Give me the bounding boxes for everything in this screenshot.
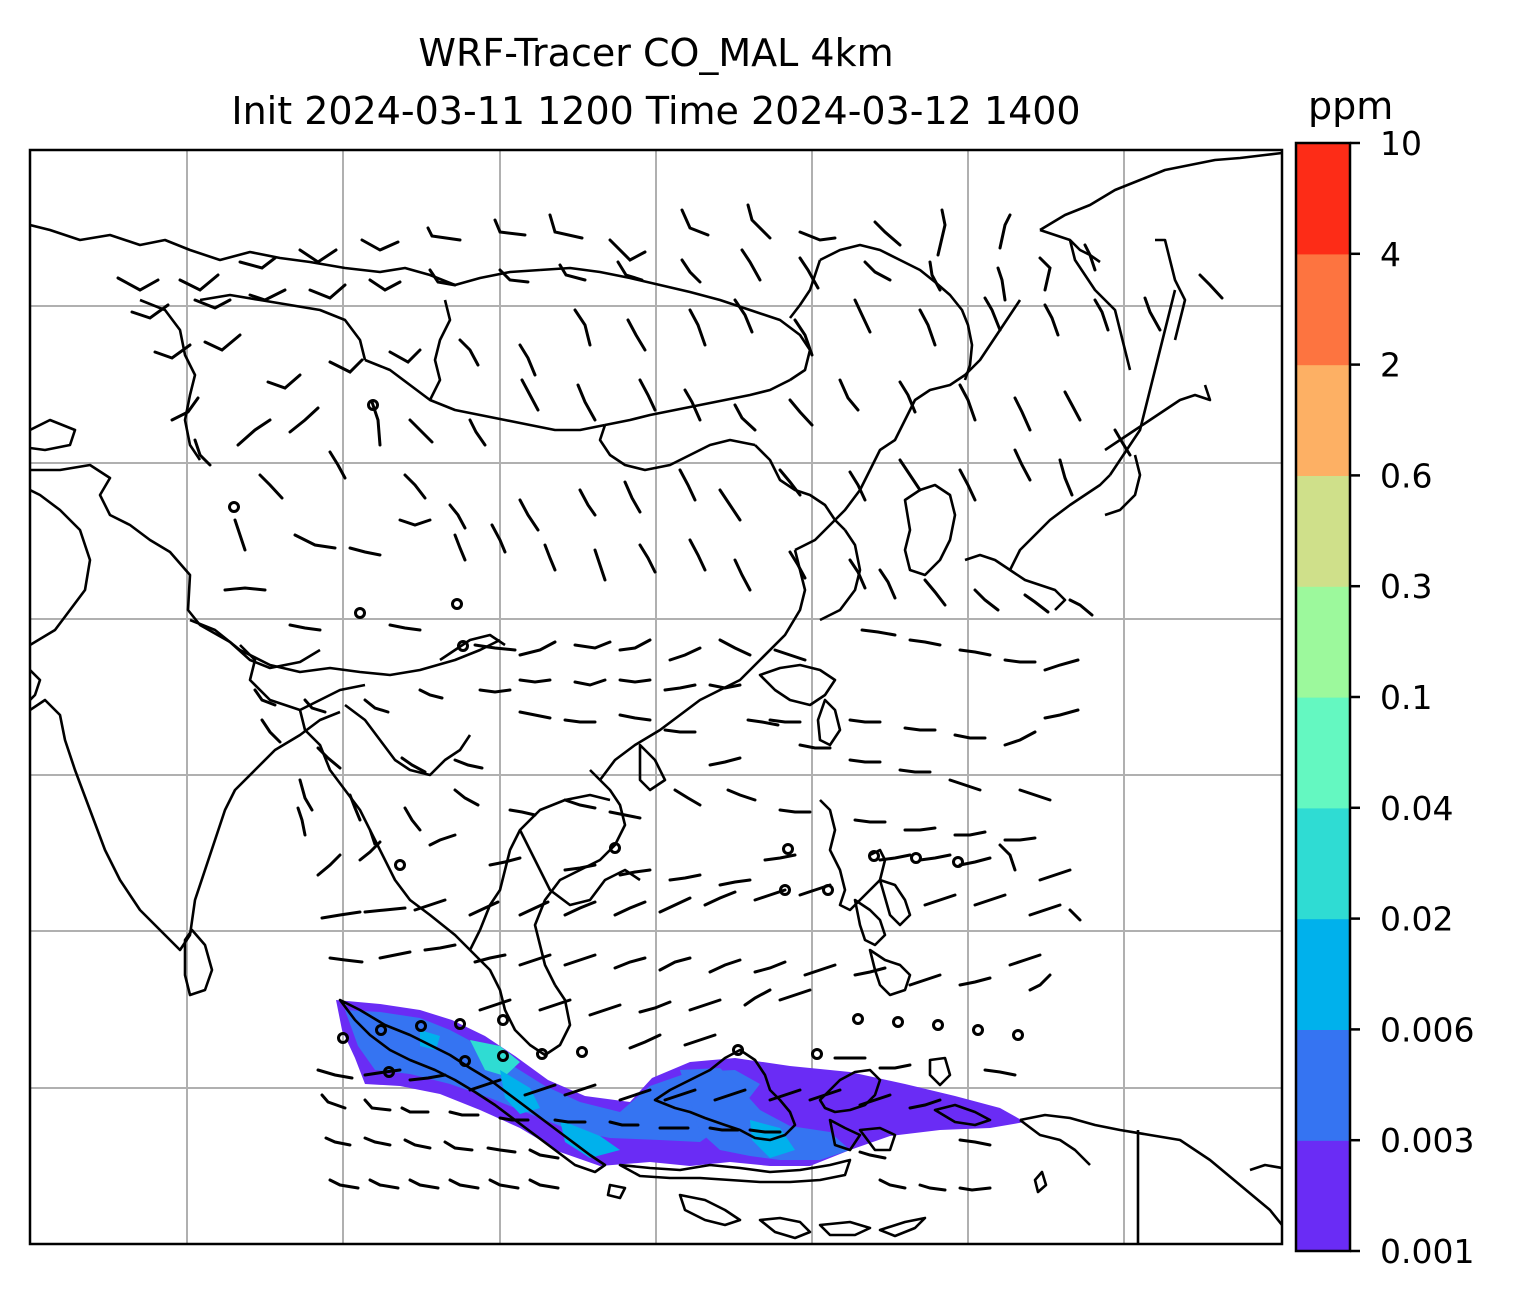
colorbar-tick-label: 0.1: [1380, 678, 1432, 717]
colorbar-segment: [1296, 918, 1350, 1030]
colorbar-segment: [1296, 143, 1350, 255]
colorbar-tick-label: 0.006: [1380, 1010, 1474, 1049]
colorbar-segment: [1296, 475, 1350, 587]
colorbar-tick-label: 10: [1380, 124, 1422, 163]
colorbar-tick-label: 0.02: [1380, 900, 1453, 939]
colorbar-tick-label: 2: [1380, 346, 1401, 385]
colorbar-segment: [1296, 253, 1350, 366]
colorbar-segment: [1296, 586, 1350, 698]
map-frame: [28, 148, 1284, 1246]
coastlines-and-borders: [30, 151, 1282, 1244]
map-panel: [28, 148, 1284, 1246]
colorbar-tick-label: 0.001: [1380, 1232, 1474, 1271]
wind-barbs: [116, 203, 1224, 1192]
colorbar-segment: [1296, 1029, 1350, 1141]
colorbar-tick-label: 4: [1380, 235, 1401, 274]
map-title-line-1: WRF-Tracer CO_MAL 4km: [418, 31, 894, 75]
calm-wind-markers: [228, 399, 1024, 1078]
colorbar-unit-label: ppm: [1308, 84, 1394, 128]
colorbar-segment: [1296, 1140, 1350, 1252]
colorbar-tick-label: 0.6: [1380, 456, 1432, 495]
colorbar-segment: [1296, 364, 1350, 476]
colorbar-segment: [1296, 697, 1350, 809]
map-title-line-2: Init 2024-03-11 1200 Time 2024-03-12 140…: [231, 89, 1081, 133]
colorbar-tick-label: 0.003: [1380, 1121, 1474, 1160]
colorbar-tick-label: 0.04: [1380, 789, 1453, 828]
colorbar: 0.001 0.003 0.006 0.02 0.04 0.1 0.3 0.6 2 4 10: [1294, 124, 1474, 1271]
colorbar-tick-label: 0.3: [1380, 567, 1432, 606]
colorbar-segment: [1296, 807, 1350, 920]
tracer-concentration-field: [336, 1000, 1025, 1166]
